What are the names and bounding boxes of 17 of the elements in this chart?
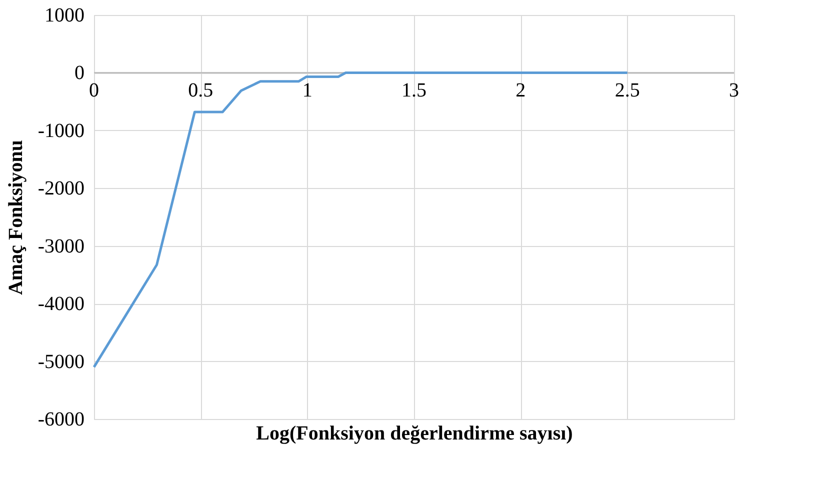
- x-tick-label: 1.5: [402, 80, 426, 102]
- y-tick-label: 0: [74, 62, 84, 84]
- x-tick-label: 0.5: [188, 80, 214, 102]
- x-tick-label: 1: [302, 80, 312, 102]
- y-tick-label: -6000: [38, 408, 84, 430]
- x-tick-label: 0: [89, 80, 99, 102]
- y-tick-label: -2000: [38, 178, 84, 200]
- x-tick-label: 3: [729, 80, 739, 102]
- x-axis-title: Log(Fonksiyon değerlendirme sayısı): [256, 422, 573, 444]
- y-axis-title: Amaç Fonksiyonu: [4, 140, 27, 296]
- y-tick-label: 1000: [44, 4, 84, 26]
- y-tick-label: -1000: [38, 120, 84, 142]
- y-tick-label: -5000: [38, 350, 84, 373]
- x-tick-label: 2.5: [614, 80, 640, 102]
- x-tick-label: 2: [516, 80, 526, 102]
- y-tick-label: -3000: [38, 235, 84, 258]
- y-tick-label: -4000: [38, 293, 84, 316]
